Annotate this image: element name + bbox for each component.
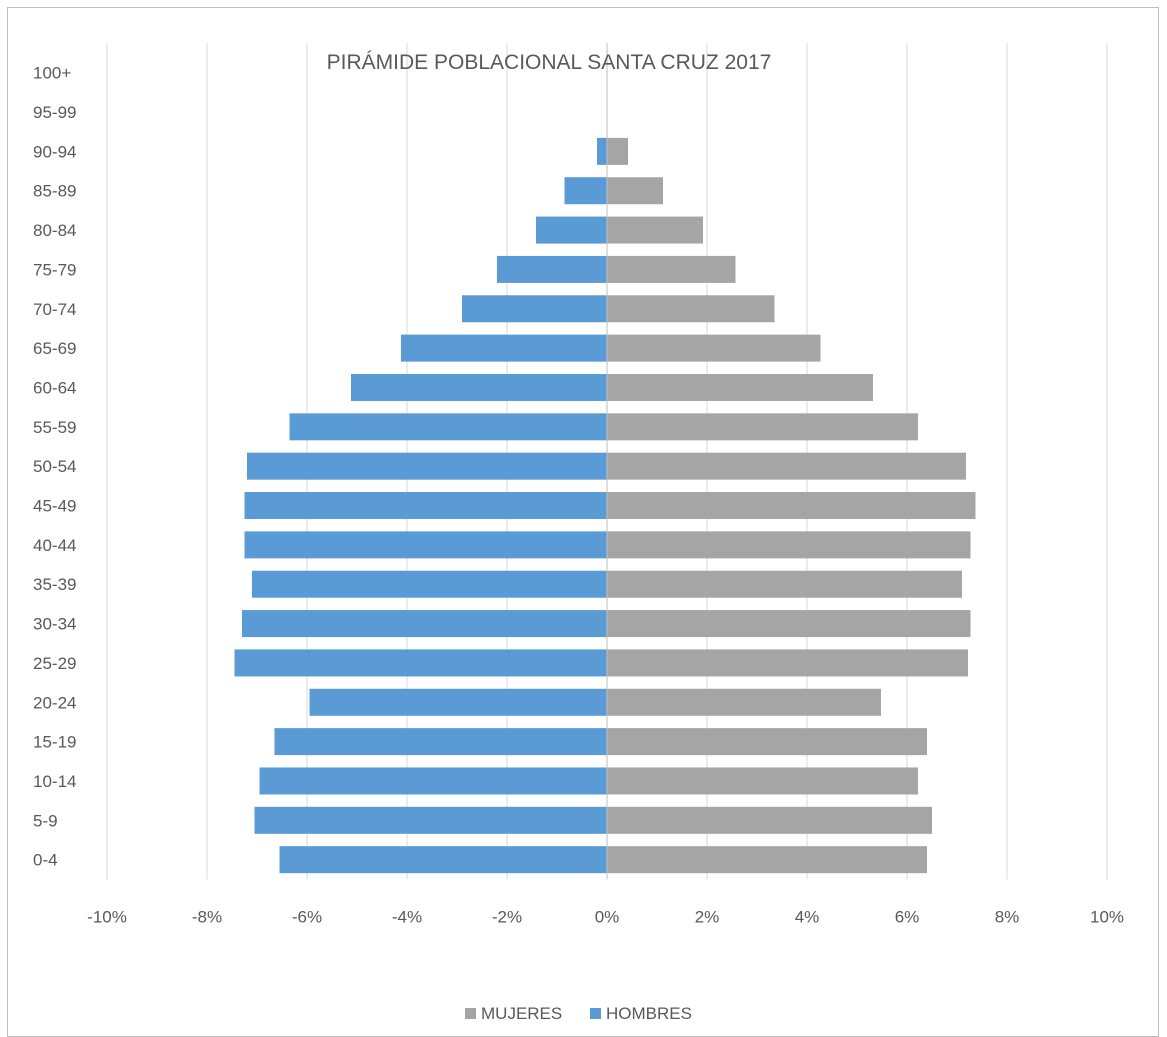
category-label: 40-44 (33, 536, 76, 555)
legend-swatch-hombres (590, 1008, 601, 1019)
bar-hombres-0-4 (279, 846, 607, 874)
category-label: 20-24 (33, 693, 76, 712)
category-label: 5-9 (33, 811, 58, 830)
bar-hombres-90-94 (597, 137, 607, 165)
bar-hombres-40-44 (244, 531, 607, 559)
bars (234, 137, 976, 874)
x-tick-label: -8% (192, 907, 222, 926)
population-pyramid-chart: 0-4 5-9 10-14 15-19 20-24 25-29 30-34 35-39 40-4… (33, 43, 1124, 1023)
category-label: 45-49 (33, 497, 76, 516)
bar-hombres-45-49 (244, 492, 607, 520)
bar-mujeres-65-69 (607, 334, 821, 362)
bar-mujeres-25-29 (607, 649, 968, 677)
category-label: 80-84 (33, 221, 76, 240)
bar-hombres-35-39 (252, 570, 607, 598)
bar-hombres-50-54 (247, 452, 607, 480)
bar-hombres-65-69 (401, 334, 607, 362)
bar-mujeres-10-14 (607, 767, 918, 795)
bar-mujeres-0-4 (607, 846, 927, 874)
category-label: 75-79 (33, 260, 76, 279)
x-tick-label: 0% (595, 907, 620, 926)
category-label: 60-64 (33, 378, 76, 397)
bar-mujeres-40-44 (607, 531, 971, 559)
bar-mujeres-60-64 (607, 373, 873, 401)
x-tick-label: 8% (995, 907, 1020, 926)
legend-label-hombres: HOMBRES (606, 1004, 692, 1023)
bar-hombres-5-9 (254, 806, 607, 834)
bar-hombres-20-24 (309, 688, 607, 716)
bar-mujeres-90-94 (607, 137, 628, 165)
x-tick-label: 10% (1090, 907, 1124, 926)
category-label: 70-74 (33, 300, 76, 319)
x-tick-labels: -10% -8% -6% -4% -2% 0% 2% 4% 6% 8% 10% (87, 907, 1124, 926)
bar-mujeres-70-74 (607, 295, 775, 323)
category-labels: 0-4 5-9 10-14 15-19 20-24 25-29 30-34 35-39 40-4… (33, 64, 76, 870)
bar-mujeres-15-19 (607, 728, 927, 756)
bar-mujeres-30-34 (607, 610, 971, 638)
category-label: 25-29 (33, 654, 76, 673)
legend-swatch-mujeres (465, 1008, 476, 1019)
category-label: 30-34 (33, 615, 76, 634)
x-tick-label: -10% (87, 907, 127, 926)
chart-frame: 0-4 5-9 10-14 15-19 20-24 25-29 30-34 35-39 40-4… (7, 7, 1159, 1037)
x-tick-label: 2% (695, 907, 720, 926)
bar-mujeres-35-39 (607, 570, 962, 598)
bar-hombres-60-64 (351, 373, 607, 401)
bar-hombres-70-74 (462, 295, 607, 323)
legend-label-mujeres: MUJERES (481, 1004, 562, 1023)
category-label: 0-4 (33, 851, 58, 870)
category-label: 35-39 (33, 575, 76, 594)
bar-mujeres-80-84 (607, 216, 703, 244)
bar-hombres-10-14 (259, 767, 607, 795)
x-tick-label: 4% (795, 907, 820, 926)
legend: MUJERES HOMBRES (465, 1004, 692, 1023)
bar-mujeres-55-59 (607, 413, 918, 441)
category-label: 95-99 (33, 103, 76, 122)
category-label: 55-59 (33, 418, 76, 437)
x-tick-label: 6% (895, 907, 920, 926)
category-label: 85-89 (33, 182, 76, 201)
bar-hombres-30-34 (242, 610, 607, 638)
bar-mujeres-50-54 (607, 452, 966, 480)
bar-mujeres-20-24 (607, 688, 881, 716)
bar-hombres-80-84 (536, 216, 607, 244)
x-tick-label: -6% (292, 907, 322, 926)
category-label: 65-69 (33, 339, 76, 358)
category-label: 50-54 (33, 457, 76, 476)
bar-mujeres-85-89 (607, 177, 663, 205)
bar-mujeres-45-49 (607, 492, 976, 520)
chart-title: PIRÁMIDE POBLACIONAL SANTA CRUZ 2017 (327, 51, 772, 74)
bar-hombres-55-59 (289, 413, 607, 441)
bar-hombres-85-89 (564, 177, 607, 205)
bar-hombres-15-19 (274, 728, 607, 756)
category-label: 100+ (33, 64, 71, 83)
bar-mujeres-75-79 (607, 255, 736, 283)
x-tick-label: -4% (392, 907, 422, 926)
category-label: 10-14 (33, 772, 76, 791)
category-label: 15-19 (33, 733, 76, 752)
x-tick-label: -2% (492, 907, 522, 926)
bar-hombres-25-29 (234, 649, 607, 677)
bar-mujeres-5-9 (607, 806, 932, 834)
bar-hombres-75-79 (497, 255, 607, 283)
category-label: 90-94 (33, 142, 76, 161)
